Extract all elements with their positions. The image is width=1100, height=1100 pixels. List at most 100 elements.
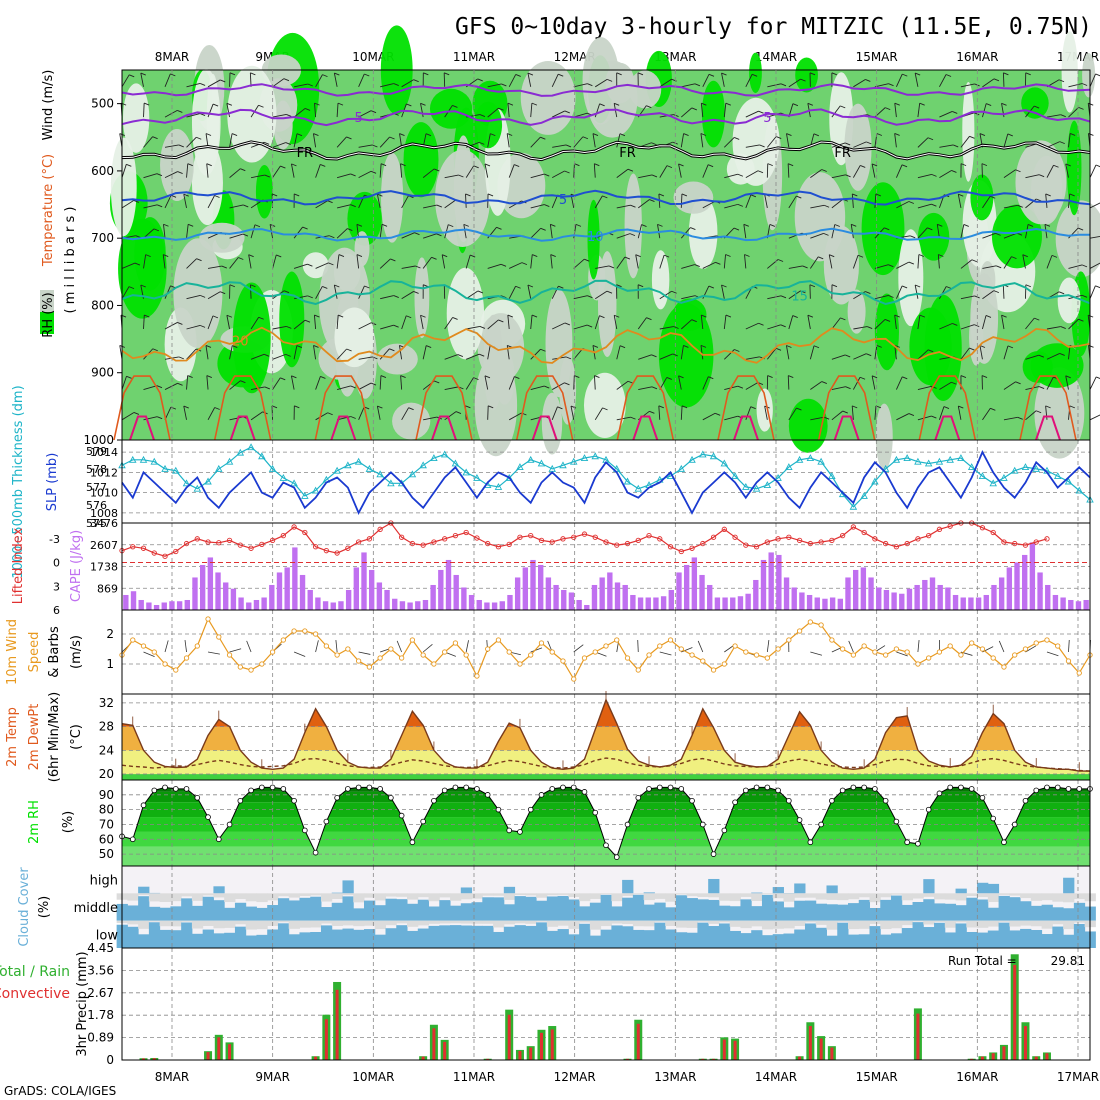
y-tick-label: 600 bbox=[91, 164, 114, 178]
precip-conv-bar bbox=[733, 1040, 737, 1060]
rh-blob bbox=[403, 122, 439, 198]
thickness-point bbox=[516, 463, 524, 471]
wind-barb bbox=[380, 83, 394, 88]
precip-conv-bar bbox=[324, 1019, 328, 1060]
wind-barb-feather bbox=[951, 381, 957, 385]
wind-barb bbox=[1003, 169, 1016, 179]
wind-barb-feather bbox=[1081, 83, 1088, 86]
wind-barb-feather bbox=[708, 285, 715, 289]
surface-wind-barb bbox=[396, 640, 403, 653]
wind-barb-feather bbox=[128, 286, 135, 290]
contour-25 bbox=[213, 375, 272, 441]
cape-bar bbox=[353, 567, 360, 610]
cloud-bar bbox=[944, 903, 957, 921]
wind-barb bbox=[207, 103, 214, 118]
cape-bar bbox=[376, 582, 383, 610]
rh-point bbox=[796, 817, 803, 823]
wind-speed-point bbox=[334, 652, 340, 658]
rh-blob bbox=[962, 81, 975, 182]
wind-barb bbox=[1022, 254, 1026, 269]
cape-tick-label: 3476 bbox=[90, 517, 118, 530]
rh-point bbox=[398, 812, 405, 819]
lifted-point bbox=[269, 537, 276, 544]
cloud-bar bbox=[1030, 930, 1043, 948]
cloud-gap bbox=[202, 893, 214, 896]
cloud-gap bbox=[804, 893, 817, 898]
rh-point bbox=[441, 787, 448, 794]
rh-point bbox=[527, 806, 534, 813]
wind-barb bbox=[358, 322, 372, 330]
contour-label: 20 bbox=[232, 334, 249, 349]
rh-tick-label: 60 bbox=[99, 832, 114, 846]
lifted-point bbox=[936, 526, 943, 532]
wind-barb bbox=[939, 170, 952, 179]
wind-speed-point bbox=[388, 646, 394, 652]
wind-barb-feather bbox=[602, 407, 608, 411]
wind-barb-feather bbox=[694, 264, 700, 267]
wind-barb-feather bbox=[327, 200, 333, 204]
cape-bar bbox=[130, 591, 137, 610]
wind-barb bbox=[379, 163, 382, 178]
wind-speed-point bbox=[130, 637, 136, 643]
rh-point bbox=[538, 792, 545, 798]
rh-blob bbox=[701, 80, 726, 148]
cape-bar bbox=[1037, 572, 1043, 610]
wind-barb-feather bbox=[938, 254, 944, 257]
cape-bar bbox=[952, 594, 959, 610]
wind-barb bbox=[637, 317, 647, 330]
wind-speed-point bbox=[958, 652, 964, 658]
wind-barb bbox=[874, 345, 878, 360]
wind-barb-feather bbox=[993, 290, 1000, 294]
wind-barb-feather bbox=[894, 133, 900, 136]
rh-point bbox=[495, 806, 502, 813]
wind-barb bbox=[917, 254, 920, 269]
rh-point bbox=[710, 851, 717, 857]
precip-conv-bar bbox=[550, 1029, 554, 1060]
slp-tick-label: 1014 bbox=[90, 446, 118, 459]
wind-barb-feather bbox=[1016, 232, 1023, 236]
wind-barb bbox=[573, 136, 584, 148]
wind-barb bbox=[960, 224, 965, 239]
cape-bar bbox=[645, 597, 651, 610]
wind-barb-feather bbox=[140, 284, 146, 288]
wind-speed-point bbox=[1076, 670, 1082, 676]
rh-blob bbox=[206, 73, 220, 166]
date-label-bottom: 14MAR bbox=[755, 1070, 797, 1084]
wind-barb bbox=[874, 193, 877, 208]
wind-barb bbox=[420, 315, 424, 330]
cape-bar bbox=[991, 584, 997, 610]
surface-wind-barb bbox=[659, 651, 672, 656]
wind-barb-feather bbox=[758, 322, 764, 326]
wind-barb-feather bbox=[248, 254, 254, 258]
wind-barb bbox=[1046, 326, 1061, 330]
rh-blob bbox=[414, 257, 430, 339]
wind-barb-feather bbox=[156, 173, 163, 177]
wind-barb bbox=[508, 412, 522, 421]
rh-point bbox=[990, 815, 996, 822]
cape-bar bbox=[660, 596, 667, 610]
rh-point bbox=[237, 797, 244, 804]
surface-wind-barb bbox=[229, 648, 242, 653]
cloud-bar bbox=[310, 896, 322, 921]
wind-barb-feather bbox=[888, 295, 894, 298]
rh-tick-label: 50 bbox=[99, 847, 114, 861]
cape-bar bbox=[330, 602, 336, 610]
wind-barb bbox=[852, 255, 859, 269]
cloud-gap bbox=[579, 893, 591, 902]
wind-barb-feather bbox=[927, 227, 933, 231]
cloud-bar bbox=[460, 887, 473, 894]
wind-barb-feather bbox=[651, 354, 657, 358]
rh-legend-swatch-light bbox=[40, 290, 54, 312]
thickness-point bbox=[817, 457, 825, 465]
wind-barb-feather bbox=[1025, 72, 1031, 76]
wind-barb-feather bbox=[990, 195, 996, 199]
cloud-axis-label-2: (%) bbox=[37, 896, 52, 919]
wind-barb bbox=[293, 83, 308, 88]
cape-bar bbox=[975, 597, 982, 610]
surface-wind-barb bbox=[530, 647, 543, 653]
wind-barb bbox=[573, 348, 584, 360]
cape-bar bbox=[299, 574, 306, 610]
cloud-gap bbox=[557, 893, 569, 895]
wind-barb bbox=[939, 74, 947, 88]
wind-barb-feather bbox=[737, 173, 744, 177]
